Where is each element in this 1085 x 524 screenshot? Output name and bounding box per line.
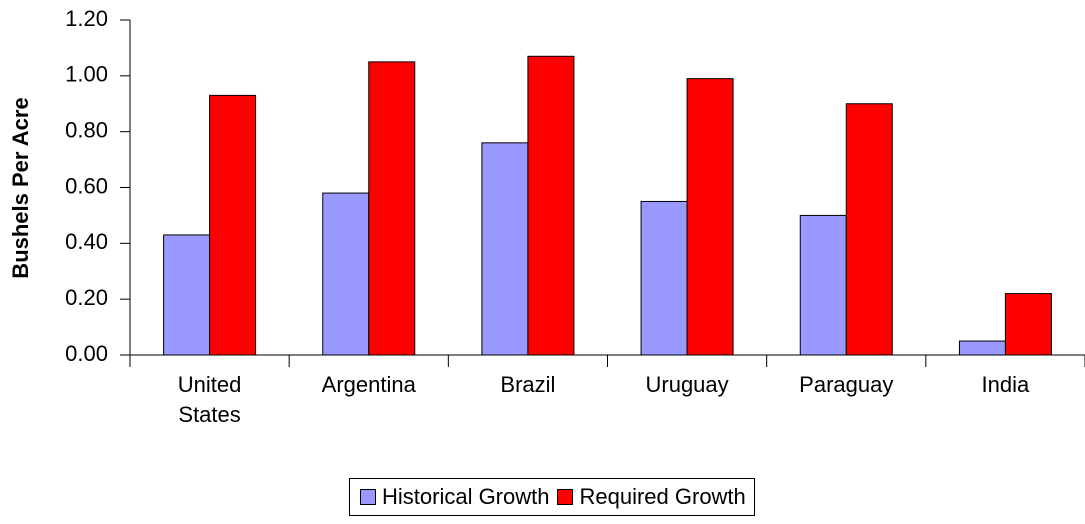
bar [1004, 293, 1052, 356]
bar [845, 103, 893, 356]
bar [799, 214, 847, 356]
y-tick-label: 0.60 [65, 173, 108, 198]
legend: Historical Growth Required Growth [349, 478, 755, 516]
bar [686, 78, 734, 356]
y-tick-label: 1.20 [65, 6, 108, 31]
legend-swatch [360, 489, 376, 505]
bar [958, 340, 1006, 356]
y-axis-label: Bushels Per Acre [8, 97, 33, 278]
x-tick-label: Uruguay [645, 372, 729, 397]
y-tick-label: 0.80 [65, 117, 108, 142]
x-tick-label: United States [177, 372, 242, 427]
legend-label: Historical Growth [382, 484, 550, 509]
y-tick-label: 0.20 [65, 285, 108, 310]
bar [322, 192, 370, 356]
y-tick-label: 0.40 [65, 229, 108, 254]
bar [481, 142, 529, 356]
bar [368, 61, 416, 356]
y-tick-label: 0.00 [65, 341, 108, 366]
bar [640, 200, 688, 356]
x-tick-label: Argentina [321, 372, 416, 397]
y-tick-label: 1.00 [65, 62, 108, 87]
legend-label: Required Growth [579, 484, 746, 509]
bar [163, 234, 211, 356]
bar [209, 94, 257, 356]
x-tick-label: India [981, 372, 1030, 397]
bar [527, 55, 575, 356]
x-tick-label: Paraguay [799, 372, 894, 397]
x-tick-label: Brazil [500, 372, 556, 397]
legend-swatch [557, 489, 574, 505]
